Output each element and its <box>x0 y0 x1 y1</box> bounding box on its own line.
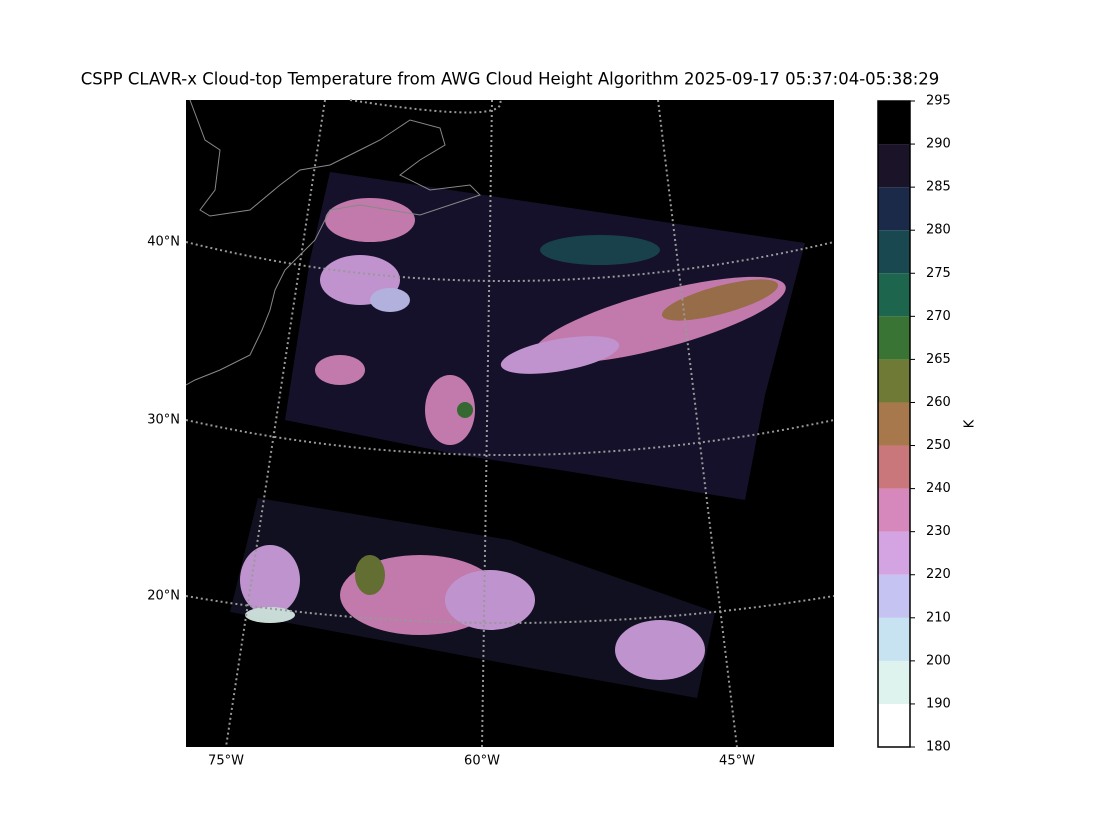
colorbar-segment <box>878 445 910 489</box>
colorbar-segment <box>878 574 910 618</box>
colorbar-segment <box>878 316 910 360</box>
colorbar-tick-label: 230 <box>926 524 951 539</box>
map-area <box>185 99 835 748</box>
title: CSPP CLAVR-x Cloud-top Temperature from … <box>81 70 940 89</box>
graticule-labels: 40°N 30°N 20°N 75°W 60°W 45°W <box>147 235 755 769</box>
colorbar-tick-label: 210 <box>926 610 951 625</box>
colorbar-segment <box>878 273 910 317</box>
colorbar-segment <box>878 101 910 145</box>
lat-label: 30°N <box>147 413 180 428</box>
graticule <box>185 99 835 748</box>
colorbar-tick-label: 180 <box>926 740 951 755</box>
colorbar-segment <box>878 531 910 575</box>
colorbar-tick-label: 250 <box>926 438 951 453</box>
colorbar-tick-label: 190 <box>926 696 951 711</box>
colorbar-segment <box>878 187 910 231</box>
colorbar-tick-label: 200 <box>926 653 951 668</box>
colorbar-tick-label: 295 <box>926 94 951 109</box>
colorbar-frame <box>877 100 911 748</box>
colorbar-segment <box>878 617 910 661</box>
colorbar-segment <box>878 488 910 532</box>
swath-north <box>285 172 805 500</box>
colorbar-segment <box>878 144 910 188</box>
colorbar-segment <box>878 359 910 403</box>
colorbar-tick-label: 265 <box>926 352 951 367</box>
colorbar-label: K <box>963 419 978 428</box>
colorbar-segment <box>878 660 910 704</box>
lon-label: 75°W <box>208 754 244 769</box>
coastline <box>185 99 481 386</box>
colorbar-tick-label: 285 <box>926 180 951 195</box>
colorbar-tick-label: 280 <box>926 223 951 238</box>
colorbar-segment <box>878 402 910 446</box>
colorbar-tick-label: 260 <box>926 395 951 410</box>
colorbar-tick-label: 220 <box>926 567 951 582</box>
colorbar: 180 190 200 210 220 230 240 250 260 265 270 275 280 2… <box>877 94 978 755</box>
colorbar-tick-label: 290 <box>926 137 951 152</box>
colorbar-tick-label: 270 <box>926 309 951 324</box>
lon-label: 45°W <box>719 754 755 769</box>
colorbar-tick-label: 240 <box>926 481 951 496</box>
lat-label: 40°N <box>147 235 180 250</box>
colorbar-tick-label: 275 <box>926 266 951 281</box>
colorbar-segment <box>878 230 910 274</box>
colorbar-segment <box>878 703 910 747</box>
cloud-features <box>240 198 786 680</box>
lon-label: 60°W <box>464 754 500 769</box>
lat-label: 20°N <box>147 589 180 604</box>
